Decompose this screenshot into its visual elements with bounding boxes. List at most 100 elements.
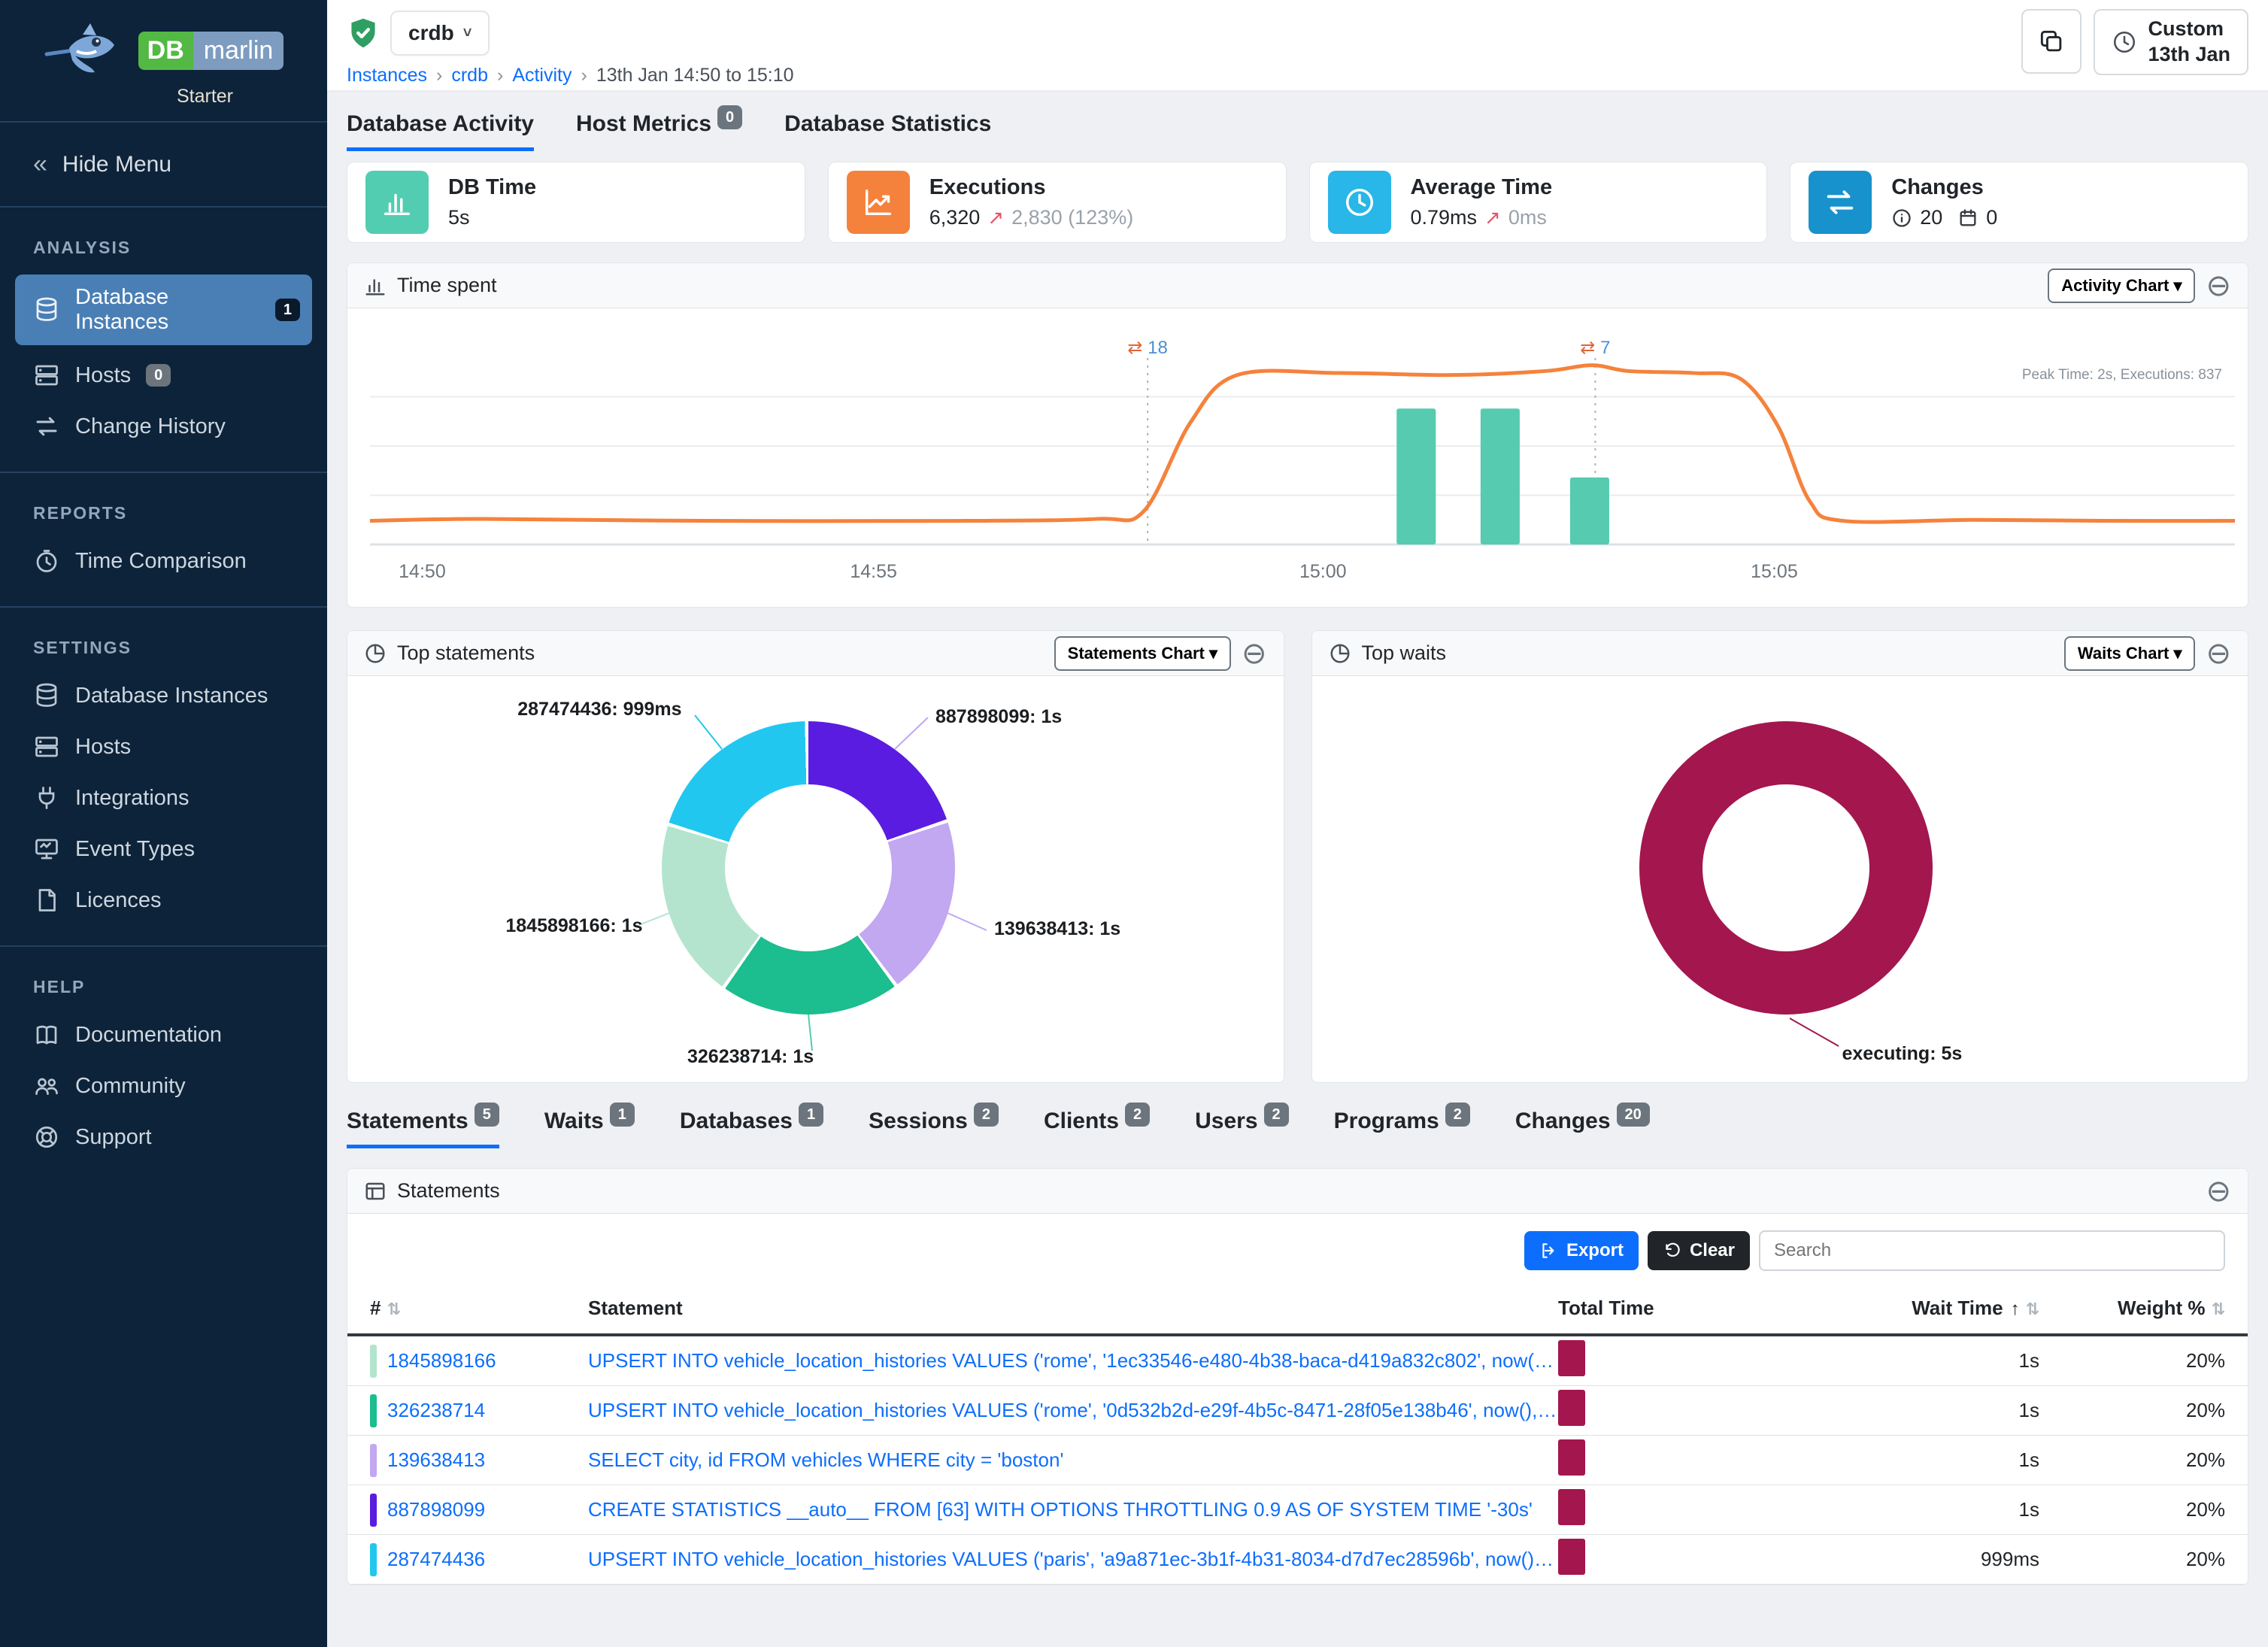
weight-value: 20%	[2185, 1349, 2225, 1372]
collapse-panel-icon[interactable]: ⊖	[2206, 636, 2231, 670]
tab-changes[interactable]: Changes 20	[1515, 1103, 1650, 1148]
x-axis-tick: 14:55	[850, 561, 897, 582]
statements-panel: Statements ⊖ Export Clear # ⇅	[347, 1168, 2248, 1585]
statement-id-link[interactable]: 1845898166	[387, 1349, 496, 1372]
donut-label: 139638413: 1s	[994, 918, 1121, 939]
breadcrumb-separator: ›	[436, 65, 443, 86]
wait-time-value: 1s	[2018, 1399, 2039, 1421]
statement-id-link[interactable]: 287474436	[387, 1548, 486, 1570]
sidebar-item-support[interactable]: Support	[0, 1112, 327, 1163]
statements-chart-dropdown[interactable]: Statements Chart ▾	[1054, 635, 1231, 671]
activity-chart-dropdown[interactable]: Activity Chart ▾	[2048, 268, 2196, 303]
tab-sessions[interactable]: Sessions 2	[869, 1103, 999, 1148]
statement-link[interactable]: CREATE STATISTICS __auto__ FROM [63] WIT…	[588, 1498, 1533, 1521]
statement-id-link[interactable]: 887898099	[387, 1498, 486, 1521]
tab-label: Sessions	[869, 1109, 968, 1133]
statement-link[interactable]: UPSERT INTO vehicle_location_histories V…	[588, 1548, 1558, 1570]
collapse-panel-icon[interactable]: ⊖	[2206, 268, 2231, 302]
marlin-fish-icon	[44, 21, 134, 80]
sidebar-item-event-types[interactable]: Event Types	[0, 824, 327, 875]
tab-label: Waits	[544, 1109, 604, 1133]
sort-asc-icon[interactable]: ↑	[2010, 1299, 2020, 1319]
statement-link[interactable]: SELECT city, id FROM vehicles WHERE city…	[588, 1448, 1064, 1471]
col-statement[interactable]: Statement	[588, 1297, 683, 1319]
col-id[interactable]: #	[370, 1297, 381, 1319]
change-annotation: ⇄ 7	[1580, 338, 1610, 358]
statement-link[interactable]: UPSERT INTO vehicle_location_histories V…	[588, 1349, 1558, 1372]
breadcrumb-item[interactable]: crdb	[451, 65, 488, 86]
tab-clients[interactable]: Clients 2	[1044, 1103, 1151, 1148]
tab-databases[interactable]: Databases 1	[680, 1103, 824, 1148]
statement-id-link[interactable]: 326238714	[387, 1399, 486, 1421]
sidebar-item-label: Event Types	[75, 836, 196, 861]
tab-label: Programs	[1333, 1109, 1439, 1133]
card-title: Average Time	[1410, 175, 1553, 199]
server-icon	[33, 733, 60, 760]
export-button[interactable]: Export	[1524, 1231, 1639, 1270]
card-title: Executions	[929, 175, 1046, 199]
clear-button[interactable]: Clear	[1647, 1231, 1750, 1270]
shield-check-icon	[347, 16, 380, 50]
tab-count-badge: 2	[973, 1103, 999, 1127]
total-time-bar	[1558, 1439, 1585, 1476]
total-time-bar	[1558, 1390, 1585, 1426]
tab-count-badge: 0	[717, 105, 743, 129]
sort-icon[interactable]: ⇅	[2211, 1300, 2225, 1318]
panel-title: Statements	[397, 1179, 500, 1202]
breadcrumb-item[interactable]: Instances	[347, 65, 428, 86]
sidebar-item-database-instances[interactable]: Database Instances	[0, 670, 327, 721]
sidebar-item-licences[interactable]: Licences	[0, 875, 327, 926]
statement-id-link[interactable]: 139638413	[387, 1448, 486, 1471]
hide-menu-button[interactable]: « Hide Menu	[0, 123, 327, 208]
tab-programs[interactable]: Programs 2	[1333, 1103, 1470, 1148]
sort-icon[interactable]: ⇅	[387, 1300, 401, 1318]
sidebar-item-community[interactable]: Community	[0, 1060, 327, 1112]
collapse-panel-icon[interactable]: ⊖	[2206, 1174, 2231, 1208]
sidebar-item-time-comparison[interactable]: Time Comparison	[0, 535, 327, 587]
tab-waits[interactable]: Waits 1	[544, 1103, 635, 1148]
col-total-time[interactable]: Total Time	[1558, 1297, 1654, 1319]
changes-card: Changes 20 0	[1790, 162, 2248, 243]
info-icon	[1891, 208, 1912, 229]
swap-icon	[33, 413, 60, 440]
table-row: 139638413 SELECT city, id FROM vehicles W…	[347, 1436, 2248, 1485]
statement-link[interactable]: UPSERT INTO vehicle_location_histories V…	[588, 1399, 1558, 1421]
top-waits-panel: Top waits Waits Chart ▾ ⊖ executing: 5s	[1311, 630, 2248, 1083]
table-body: 1845898166 UPSERT INTO vehicle_location_h…	[347, 1336, 2248, 1585]
panel-title: Time spent	[397, 274, 497, 296]
total-time-bar	[1558, 1489, 1585, 1525]
licence-icon	[33, 887, 60, 914]
tab-users[interactable]: Users 2	[1195, 1103, 1289, 1148]
sidebar-item-hosts[interactable]: Hosts 0	[0, 350, 327, 401]
tab-database-activity[interactable]: Database Activity	[347, 111, 534, 151]
waits-chart-dropdown[interactable]: Waits Chart ▾	[2063, 635, 2196, 671]
breadcrumb-item[interactable]: Activity	[512, 65, 572, 86]
breadcrumb-separator: ›	[496, 65, 504, 86]
instance-selector[interactable]: crdb ˅	[390, 11, 490, 56]
sidebar-item-change-history[interactable]: Change History	[0, 401, 327, 452]
search-input[interactable]	[1759, 1230, 2225, 1271]
list-icon	[364, 1180, 387, 1203]
tab-host-metrics[interactable]: Host Metrics 0	[576, 105, 743, 151]
tab-database-statistics[interactable]: Database Statistics	[784, 111, 991, 151]
collapse-panel-icon[interactable]: ⊖	[1241, 636, 1267, 670]
tab-statements[interactable]: Statements 5	[347, 1103, 499, 1148]
top-statements-panel: Top statements Statements Chart ▾ ⊖ 2874…	[347, 630, 1284, 1083]
hide-menu-label: Hide Menu	[62, 151, 171, 177]
copy-link-button[interactable]	[2021, 9, 2082, 74]
executions-bar	[1480, 408, 1520, 544]
sidebar-item-database-instances[interactable]: Database Instances 1	[15, 274, 312, 345]
sidebar-item-documentation[interactable]: Documentation	[0, 1009, 327, 1060]
sort-icon[interactable]: ⇅	[2025, 1300, 2039, 1318]
sidebar-item-label: Time Comparison	[75, 548, 247, 573]
bar-chart-icon	[364, 274, 387, 297]
wait-time-value: 1s	[2018, 1498, 2039, 1521]
col-wait-time[interactable]: Wait Time	[1912, 1297, 2003, 1319]
community-icon	[33, 1072, 60, 1100]
sidebar-item-integrations[interactable]: Integrations	[0, 772, 327, 824]
col-weight[interactable]: Weight %	[2118, 1297, 2206, 1319]
time-range-button[interactable]: Custom 13th Jan	[2094, 9, 2248, 75]
tab-count-badge: 2	[1124, 1103, 1151, 1127]
sidebar-item-hosts[interactable]: Hosts	[0, 721, 327, 772]
sidebar-section: REPORTS Time Comparison	[0, 472, 327, 606]
